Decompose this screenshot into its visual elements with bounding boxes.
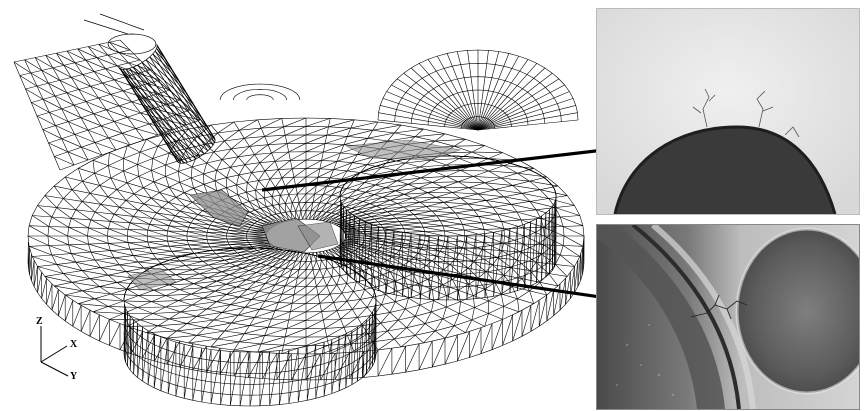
- axis-triad: [40, 326, 69, 377]
- axis-label-z: Z: [36, 316, 43, 327]
- pointer-arrow-top: [261, 136, 643, 192]
- micrograph-top: [596, 8, 860, 215]
- axis-label-x: X: [70, 339, 78, 350]
- micrograph-bottom: [596, 224, 860, 410]
- axis-label-y: Y: [70, 371, 78, 382]
- back-surfaces-mesh: [13, 39, 579, 171]
- right-cylinder-mesh: [339, 155, 557, 301]
- disc-mesh: [27, 117, 585, 355]
- shaded-regions: [127, 139, 462, 291]
- pipe-mesh: [83, 13, 216, 164]
